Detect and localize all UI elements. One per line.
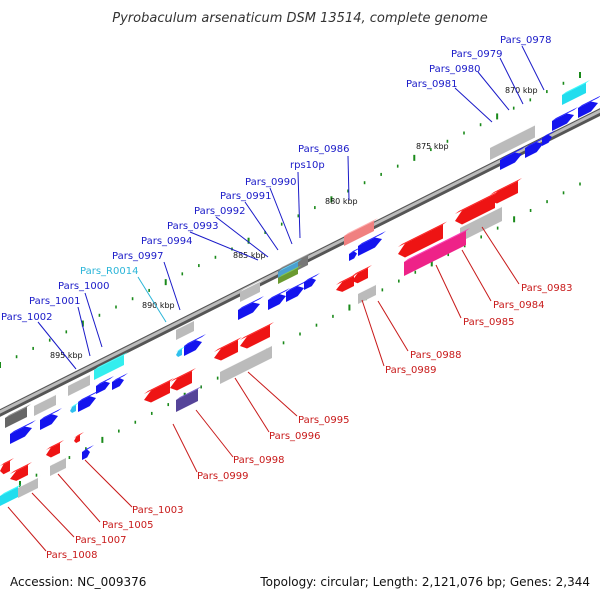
gene-label[interactable]: Pars_0980 — [429, 64, 480, 75]
gene-label[interactable]: Pars_1007 — [75, 535, 126, 546]
forward-gene-block[interactable] — [10, 420, 36, 444]
forward-gene-block[interactable] — [268, 288, 290, 310]
gene-labels: Pars_0978 Pars_0979 Pars_0980 Pars_0981 … — [1, 35, 572, 561]
reverse-gene-block[interactable] — [176, 386, 202, 412]
reverse-gene-block[interactable] — [336, 273, 358, 292]
reverse-gene-block[interactable] — [490, 178, 522, 204]
gene-label[interactable]: Pars_0990 — [245, 177, 296, 188]
forward-gene-block[interactable] — [500, 146, 526, 170]
forward-gene-block[interactable] — [562, 80, 590, 105]
reverse-gene-block[interactable] — [10, 462, 32, 481]
gene-label[interactable]: Pars_0979 — [451, 49, 502, 60]
reverse-gene-block[interactable] — [358, 282, 380, 304]
gene-label[interactable]: Pars_0983 — [521, 283, 572, 294]
gene-label[interactable]: Pars_1000 — [58, 281, 109, 292]
reverse-gene-block[interactable] — [144, 378, 174, 403]
reverse-gene-block[interactable] — [398, 221, 447, 258]
gene-label[interactable]: Pars_0994 — [141, 236, 192, 247]
gene-label[interactable]: Pars_0988 — [410, 350, 461, 361]
kbp-label: 870 kbp — [505, 86, 538, 95]
gene-label[interactable]: Pars_0985 — [463, 317, 514, 328]
forward-gene-block[interactable] — [184, 334, 206, 356]
forward-gene-block[interactable] — [358, 231, 386, 256]
gene-label[interactable]: rps10p — [290, 160, 325, 171]
reverse-gene-block[interactable] — [455, 191, 499, 225]
gene-label[interactable]: Pars_0996 — [269, 431, 320, 442]
accession-text: Accession: NC_009376 — [10, 575, 146, 589]
reverse-gene-block[interactable] — [460, 204, 506, 242]
forward-gene-block[interactable] — [5, 404, 31, 428]
gene-blocks — [0, 80, 600, 506]
forward-gene-block[interactable] — [176, 346, 186, 357]
forward-gene-block[interactable] — [112, 373, 128, 390]
reverse-gene-block[interactable] — [0, 484, 22, 506]
kbp-label: 880 kbp — [325, 197, 358, 206]
forward-gene-block[interactable] — [78, 390, 100, 412]
reverse-gene-block[interactable] — [170, 368, 196, 391]
gene-label[interactable]: Pars_1001 — [29, 296, 80, 307]
forward-gene-block[interactable] — [34, 392, 60, 416]
leader-lines — [7, 45, 545, 552]
gene-label[interactable]: Pars_0998 — [233, 455, 284, 466]
gene-label[interactable]: Pars_1002 — [1, 312, 52, 323]
reverse-gene-block[interactable] — [404, 228, 470, 276]
forward-gene-block[interactable] — [176, 318, 198, 340]
kbp-tick-track — [0, 72, 581, 487]
gene-label[interactable]: Pars_0981 — [406, 79, 457, 90]
forward-gene-block[interactable] — [552, 107, 578, 131]
forward-gene-block[interactable] — [304, 273, 320, 290]
forward-gene-block[interactable] — [525, 136, 547, 158]
forward-gene-block[interactable] — [96, 376, 114, 394]
forward-gene-block[interactable] — [70, 402, 80, 413]
gene-label[interactable]: Pars_0999 — [197, 471, 248, 482]
gene-label[interactable]: Pars_0995 — [298, 415, 349, 426]
reverse-gene-block[interactable] — [352, 265, 372, 284]
forward-gene-block[interactable] — [286, 280, 308, 302]
reverse-gene-block[interactable] — [50, 455, 70, 476]
gene-label[interactable]: Pars_0989 — [385, 365, 436, 376]
gene-label[interactable]: Pars_1005 — [102, 520, 153, 531]
reverse-gene-block[interactable] — [18, 475, 42, 498]
reverse-gene-block[interactable] — [0, 458, 14, 475]
forward-gene-block[interactable] — [68, 372, 94, 396]
gene-label[interactable]: Pars_0991 — [220, 191, 271, 202]
gene-label[interactable]: Pars_1008 — [46, 550, 97, 561]
gene-label[interactable]: Pars_R0014 — [80, 266, 138, 277]
forward-gene-block[interactable] — [240, 279, 264, 302]
forward-gene-block[interactable] — [344, 218, 378, 246]
gene-label[interactable]: Pars_0986 — [298, 144, 349, 155]
kbp-label: 885 kbp — [233, 251, 266, 260]
kbp-labels: 870 kbp 875 kbp 880 kbp 885 kbp 890 kbp … — [50, 86, 538, 360]
gene-label[interactable]: Pars_0978 — [500, 35, 551, 46]
kbp-label: 890 kbp — [142, 301, 175, 310]
map-title: Pyrobaculum arsenaticum DSM 13514, compl… — [112, 11, 487, 26]
kbp-label: 875 kbp — [416, 142, 449, 151]
forward-gene-block[interactable] — [238, 296, 264, 320]
kbp-label: 895 kbp — [50, 351, 83, 360]
forward-gene-block[interactable] — [490, 122, 539, 161]
reverse-gene-block[interactable] — [46, 440, 64, 458]
forward-gene-block[interactable] — [94, 352, 128, 380]
reverse-gene-block[interactable] — [220, 343, 276, 384]
forward-gene-block[interactable] — [278, 265, 302, 284]
gene-label[interactable]: Pars_0984 — [493, 300, 544, 311]
reverse-gene-block[interactable] — [74, 432, 84, 443]
genome-summary-text: Topology: circular; Length: 2,121,076 bp… — [259, 575, 590, 589]
gene-label[interactable]: Pars_0992 — [194, 206, 245, 217]
forward-gene-block[interactable] — [578, 95, 600, 118]
gene-label[interactable]: Pars_0997 — [112, 251, 163, 262]
gene-label[interactable]: Pars_0993 — [167, 221, 218, 232]
forward-gene-block[interactable] — [349, 247, 361, 261]
forward-gene-block[interactable] — [40, 408, 62, 430]
reverse-gene-block[interactable] — [82, 445, 94, 460]
reverse-gene-block[interactable] — [240, 322, 274, 349]
reverse-gene-block[interactable] — [214, 337, 242, 361]
forward-gene-block[interactable] — [542, 130, 556, 146]
gene-label[interactable]: Pars_1003 — [132, 505, 183, 516]
